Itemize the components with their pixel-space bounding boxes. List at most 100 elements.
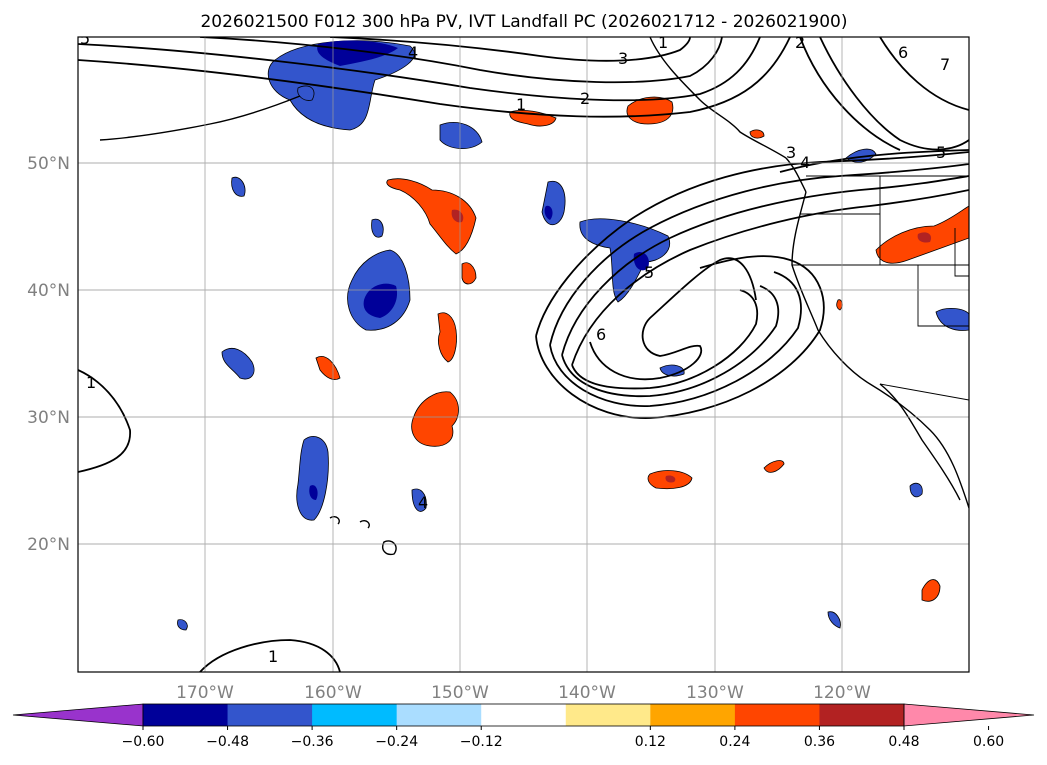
lon-label: 120°W [813,683,871,703]
contour-6-ne [819,37,969,151]
contour-2-north [78,37,761,102]
contour-closed-2 [549,271,802,407]
pos-anomaly-c9-core [917,232,932,243]
colorbar-segment [481,704,567,726]
colorbar-tick-label: 0.48 [888,734,919,750]
contour-label: 1 [86,373,96,392]
contour-closed-1 [535,255,825,419]
contour-jet-4 [571,189,969,366]
contour-1-north [78,37,791,118]
contour-label: 4 [418,493,428,512]
pos-anomaly-c12 [921,579,941,602]
lon-labels: 170°W 160°W 150°W 140°W 130°W 120°W [176,683,871,703]
ut-border [954,228,969,277]
contour-label: 5 [936,143,946,162]
hawaii [329,515,397,556]
colorbar-segment [819,704,905,726]
colorbar-tick-label: −0.24 [375,734,418,750]
neg-anomaly-c5-core [363,283,398,318]
neg-anomaly-c4 [371,218,384,238]
lon-label: 150°W [431,683,489,703]
lon-label: 130°W [686,683,744,703]
colorbar: −0.60 −0.48 −0.36 −0.24 −0.12 0.12 0.24 0.36 0.4… [12,703,1035,750]
lat-label: 30°N [27,408,70,428]
contour-label: 1 [658,33,668,52]
colorbar-ticks: −0.60 −0.48 −0.36 −0.24 −0.12 0.12 0.24 0.36 0.4… [122,726,1004,750]
neg-anomaly-c16 [297,85,315,101]
contour-labels: 1 2 3 4 5 6 1 2 3 4 5 6 7 1 5 4 1 [80,29,950,666]
colorbar-tick-label: −0.48 [206,734,249,750]
aleutian-islands [99,95,301,141]
contour-label: 1 [516,95,526,114]
pv-shading [177,40,969,631]
lat-label: 40°N [27,281,70,301]
contour-label: 2 [580,89,590,108]
contour-1-west [78,369,131,473]
contour-label: 3 [786,143,796,162]
contour-5-east [779,149,969,173]
colorbar-extend-low [12,703,144,727]
contour-1-south [199,639,341,672]
contour-jet-2 [549,163,969,346]
contour-label: 4 [800,153,810,172]
lon-label: 160°W [304,683,362,703]
colorbar-segment [650,704,736,726]
colorbar-tick-label: 0.36 [804,734,835,750]
pos-anomaly-c1 [386,178,477,255]
contour-7-ne [879,37,969,111]
contour-label: 7 [940,55,950,74]
lon-label: 170°W [176,683,234,703]
contour-label: 6 [596,325,606,344]
us-mexico-border [879,383,969,401]
gridlines [78,37,969,672]
pos-anomaly-c13 [836,299,843,311]
contour-4-north [329,37,691,62]
colorbar-tick-label: −0.12 [460,734,503,750]
colorbar-extend-high [903,703,1035,727]
colorbar-segment [565,704,651,726]
colorbar-tick-label: 0.60 [973,734,1004,750]
neg-anomaly-c9 [411,488,427,512]
baja-california [879,383,961,501]
neg-anomaly-c2 [231,176,246,197]
contour-label: 3 [618,49,628,68]
contour-5-ne2 [799,37,901,151]
pos-anomaly-c7 [626,96,674,125]
colorbar-tick-label: −0.36 [291,734,334,750]
lat-label: 20°N [27,535,70,555]
lat-labels: 50°N 40°N 30°N 20°N [27,154,70,555]
contour-3-north [199,37,723,84]
contour-label: 5 [80,29,90,48]
lat-label: 50°N [27,154,70,174]
colorbar-segment [312,704,398,726]
contour-label: 4 [408,43,418,62]
colorbar-segment [734,704,820,726]
pos-anomaly-c4 [315,356,341,380]
neg-anomaly-c11 [935,308,969,331]
neg-anomaly-c7 [221,348,255,380]
bc-coast [785,157,807,193]
colorbar-frame [142,703,905,727]
colorbar-tick-label: 0.12 [635,734,666,750]
lon-label: 140°W [558,683,616,703]
contour-jet-1 [535,151,969,337]
us-west-coast [791,191,969,509]
map-frame [77,36,970,673]
map-panel: 1 2 3 4 5 6 1 2 3 4 5 6 7 1 5 4 1 [77,29,970,673]
neg-anomaly-c3-core [544,205,553,220]
neg-anomaly-c14 [827,611,841,629]
colorbar-segments [12,703,1035,727]
colorbar-segment [396,704,482,726]
colorbar-tick-label: 0.24 [719,734,750,750]
neg-anomaly-c8 [296,436,329,521]
contour-label: 1 [268,647,278,666]
pos-anomaly-c10-core [665,475,676,483]
contour-closed-3 [561,285,780,398]
neg-anomaly-c8-core [309,485,318,500]
nv-ca-border [917,265,969,327]
neg-anomaly-aleutians-core [317,40,398,66]
contour-closed-6 [589,257,757,381]
borders [792,175,969,401]
colorbar-tick-label: −0.60 [122,734,165,750]
